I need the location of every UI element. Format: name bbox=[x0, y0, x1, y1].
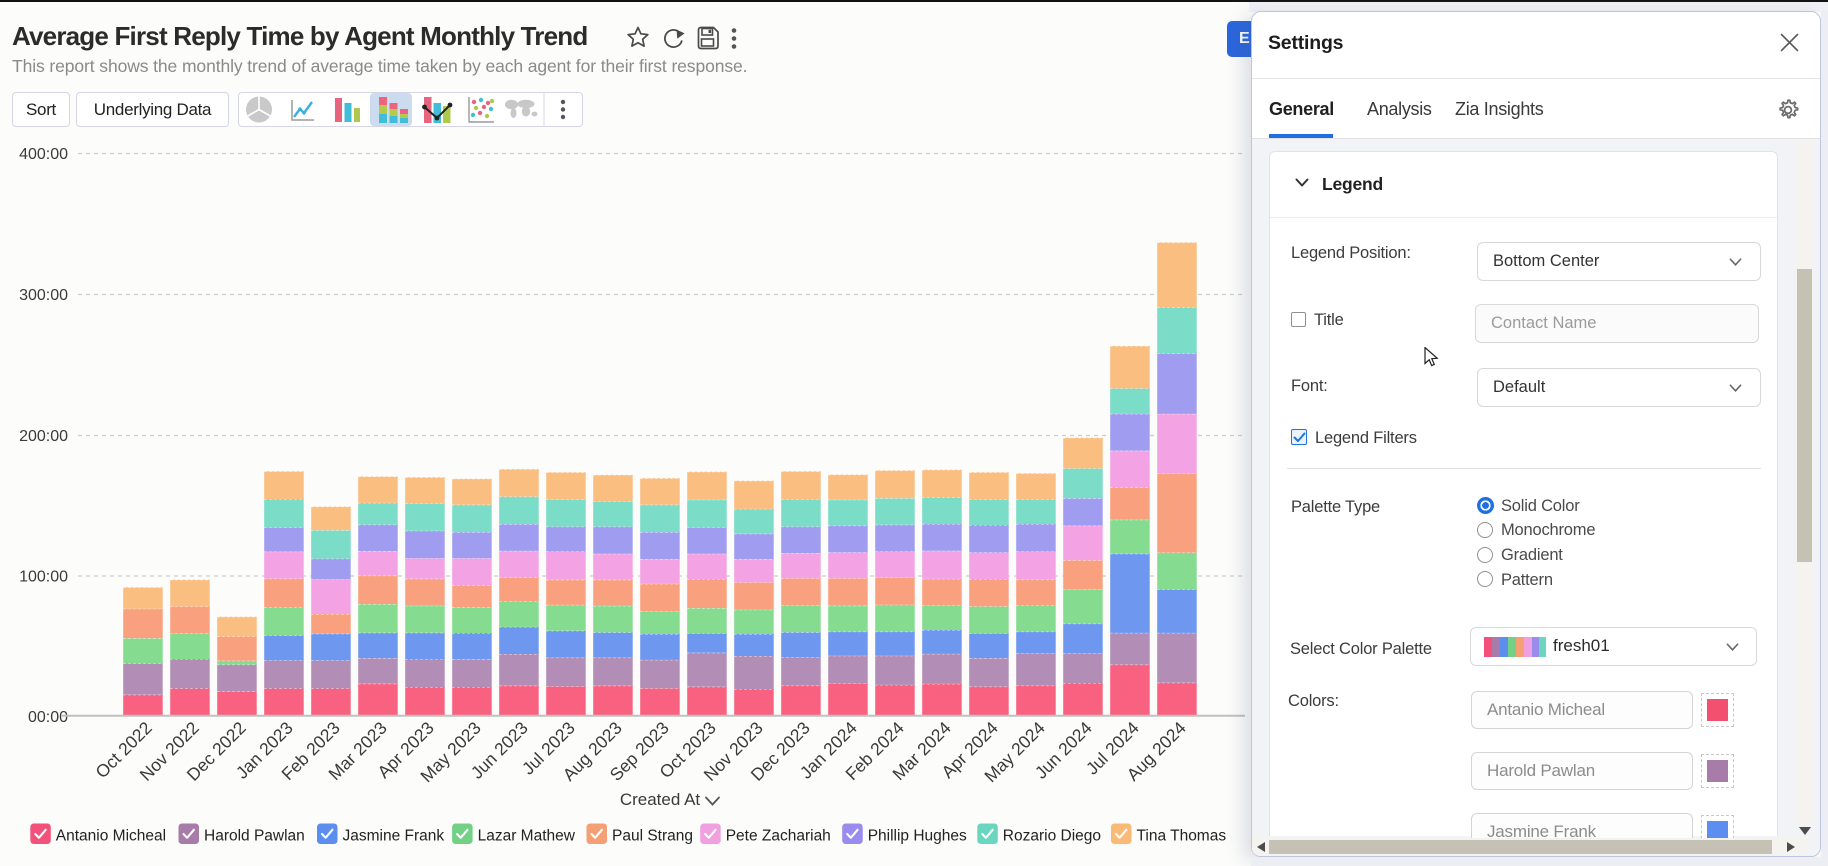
svg-text:100:00: 100:00 bbox=[19, 569, 68, 586]
svg-text:Antanio Micheal: Antanio Micheal bbox=[56, 828, 166, 845]
svg-text:Paul Strang: Paul Strang bbox=[612, 828, 693, 845]
svg-text:Tina Thomas: Tina Thomas bbox=[1137, 828, 1227, 845]
svg-text:00:00: 00:00 bbox=[28, 709, 68, 726]
svg-text:Lazar Mathew: Lazar Mathew bbox=[478, 828, 576, 845]
svg-text:400:00: 400:00 bbox=[19, 146, 68, 163]
svg-text:Phillip Hughes: Phillip Hughes bbox=[868, 828, 967, 845]
svg-text:Created At: Created At bbox=[620, 790, 701, 809]
svg-text:200:00: 200:00 bbox=[19, 428, 68, 445]
svg-text:Harold Pawlan: Harold Pawlan bbox=[204, 828, 305, 845]
svg-text:300:00: 300:00 bbox=[19, 287, 68, 304]
svg-text:Jasmine Frank: Jasmine Frank bbox=[343, 828, 445, 845]
svg-text:Rozario Diego: Rozario Diego bbox=[1003, 828, 1101, 845]
svg-text:Pete Zachariah: Pete Zachariah bbox=[726, 828, 831, 845]
